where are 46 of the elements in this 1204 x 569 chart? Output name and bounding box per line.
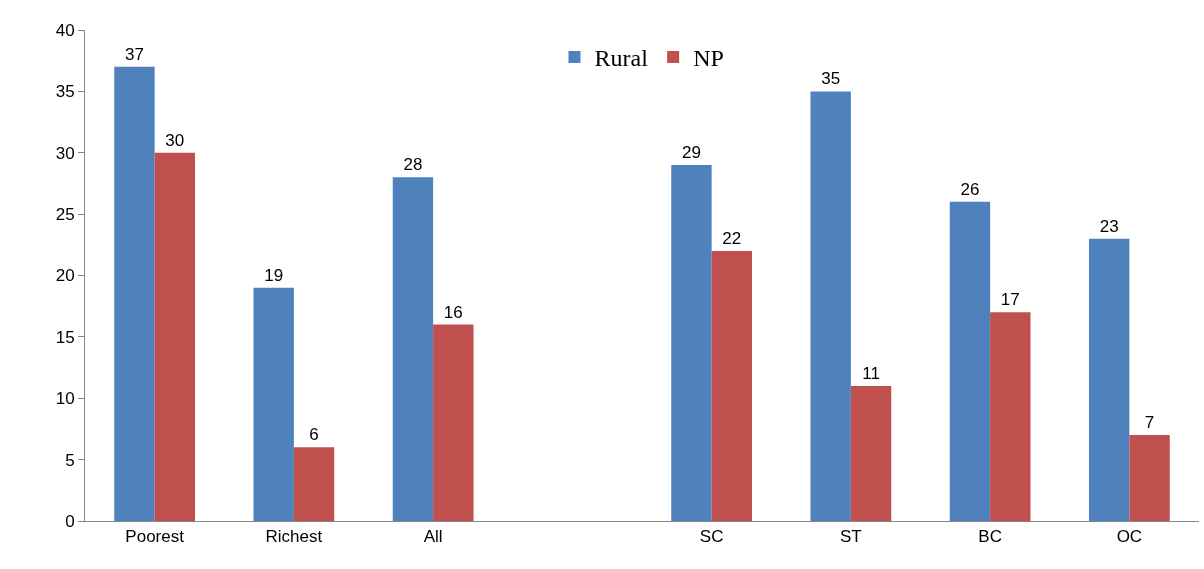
y-tick-label: 40 [55, 20, 75, 40]
y-tick-label: 25 [55, 205, 75, 225]
data-label: 29 [681, 143, 701, 163]
bar [671, 165, 712, 521]
bar [850, 385, 892, 521]
x-tick-label: OC [1116, 527, 1143, 547]
y-tick-label: 10 [55, 389, 75, 409]
x-tick-label: BC [978, 527, 1002, 547]
data-label: 30 [165, 130, 185, 150]
y-tick-label: 20 [55, 266, 75, 286]
data-label: 11 [862, 363, 880, 383]
y-tick-label: 5 [65, 450, 75, 470]
bar [990, 312, 1031, 521]
data-label: 37 [124, 44, 144, 64]
x-tick-label: ST [840, 527, 862, 547]
y-tick-label: 15 [55, 327, 75, 347]
bar [1088, 238, 1130, 521]
bar [293, 447, 335, 521]
bar [114, 66, 155, 521]
bar [711, 250, 753, 521]
data-label: 16 [443, 302, 463, 322]
data-label: 6 [309, 425, 319, 445]
x-tick-label: All [423, 527, 443, 547]
legend-label: Rural [594, 45, 649, 72]
data-label: 35 [821, 69, 841, 89]
data-label: 7 [1144, 413, 1155, 433]
x-tick-label: Richest [265, 527, 323, 547]
legend-label: NP [693, 45, 724, 72]
data-label: 23 [1099, 216, 1119, 236]
data-label: 28 [403, 155, 423, 175]
bar [392, 177, 434, 521]
x-tick-label: Poorest [125, 527, 185, 547]
y-tick-label: 35 [55, 82, 75, 102]
data-label: 26 [960, 179, 980, 199]
y-tick-label: 0 [65, 511, 75, 531]
x-tick-label: SC [699, 527, 724, 547]
y-tick-label: 30 [55, 143, 75, 163]
bar [949, 201, 991, 521]
data-label: 17 [1000, 290, 1020, 310]
data-label: 22 [722, 228, 742, 248]
data-label: 19 [264, 265, 284, 285]
bar [154, 152, 196, 521]
bar [433, 324, 474, 521]
bar [1129, 435, 1170, 521]
bar [253, 287, 294, 521]
bar [810, 91, 851, 521]
